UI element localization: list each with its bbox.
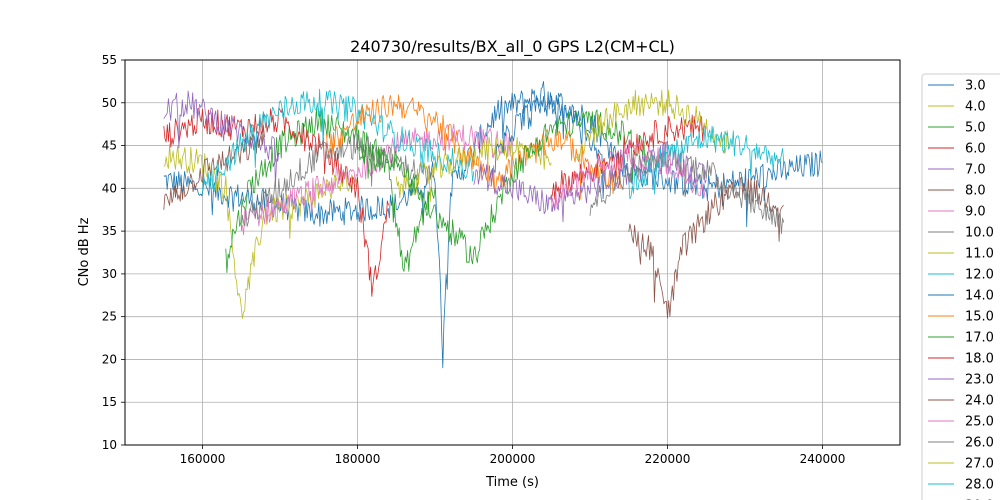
series-line-7-0	[163, 90, 281, 187]
series-line-10-0	[240, 133, 436, 231]
x-tick-label: 240000	[800, 452, 846, 466]
legend-label: 17.0	[965, 331, 994, 346]
y-tick-label: 45	[102, 139, 117, 153]
legend-label: 28.0	[965, 478, 994, 493]
legend: 3.0 4.0 5.0 6.0 7.0 8.0 9.0 10.0 11.0 12.0 14.0 15.…	[921, 73, 1000, 500]
series-line-6-0	[163, 107, 389, 297]
x-tick-label: 200000	[490, 452, 536, 466]
legend-label: 6.0	[965, 142, 986, 157]
y-axis-ticks: 10 15 20 25 30 35 40 45 50 55	[102, 53, 125, 452]
legend-label: 26.0	[965, 436, 994, 451]
y-tick-label: 35	[102, 224, 117, 238]
legend-label: 10.0	[965, 226, 994, 241]
series-line-12-0	[202, 88, 475, 194]
legend-label: 15.0	[965, 310, 994, 325]
y-axis-label: CNo dB Hz	[77, 217, 92, 286]
x-tick-label: 160000	[180, 452, 226, 466]
plot-series	[163, 81, 823, 369]
y-tick-label: 50	[102, 96, 117, 110]
y-tick-label: 10	[102, 438, 117, 452]
legend-label: 14.0	[965, 289, 994, 304]
legend-label: 9.0	[965, 205, 986, 220]
series-line-24-0	[628, 176, 785, 319]
legend-label: 18.0	[965, 352, 994, 367]
legend-label: 30.0	[965, 499, 994, 500]
series-line-28-0	[628, 125, 785, 200]
series-line-23-0	[473, 140, 707, 223]
series-line-8-0	[163, 124, 265, 210]
legend-label: 27.0	[965, 457, 994, 472]
x-axis-ticks: 160000 180000 200000 220000 240000	[180, 445, 846, 466]
x-tick-label: 180000	[335, 452, 381, 466]
series-line-9-0	[241, 123, 513, 236]
series-line-15-0	[326, 94, 622, 200]
chart-title: 240730/results/BX_all_0 GPS L2(CM+CL)	[350, 37, 675, 57]
x-tick-label: 220000	[645, 452, 691, 466]
legend-label: 23.0	[965, 373, 994, 388]
x-axis-label: Time (s)	[485, 475, 539, 490]
series-line-4-0	[163, 143, 358, 319]
y-tick-label: 40	[102, 181, 117, 195]
y-tick-label: 20	[102, 352, 117, 366]
y-tick-label: 55	[102, 53, 117, 67]
legend-label: 25.0	[965, 415, 994, 430]
legend-label: 24.0	[965, 394, 994, 409]
legend-label: 12.0	[965, 268, 994, 283]
y-tick-label: 25	[102, 310, 117, 324]
legend-label: 3.0	[965, 79, 986, 94]
y-tick-label: 30	[102, 267, 117, 281]
series-line-27-0	[574, 89, 730, 161]
legend-label: 5.0	[965, 121, 986, 136]
series-line-25-0	[550, 140, 707, 212]
series-line-26-0	[589, 141, 785, 235]
legend-label: 8.0	[965, 184, 986, 199]
series-line-18-0	[550, 114, 707, 200]
legend-label: 11.0	[965, 247, 994, 262]
legend-box	[921, 73, 1000, 500]
y-tick-label: 15	[102, 395, 117, 409]
legend-label: 7.0	[965, 163, 986, 178]
series-line-5-0	[225, 108, 436, 273]
legend-label: 4.0	[965, 100, 986, 115]
